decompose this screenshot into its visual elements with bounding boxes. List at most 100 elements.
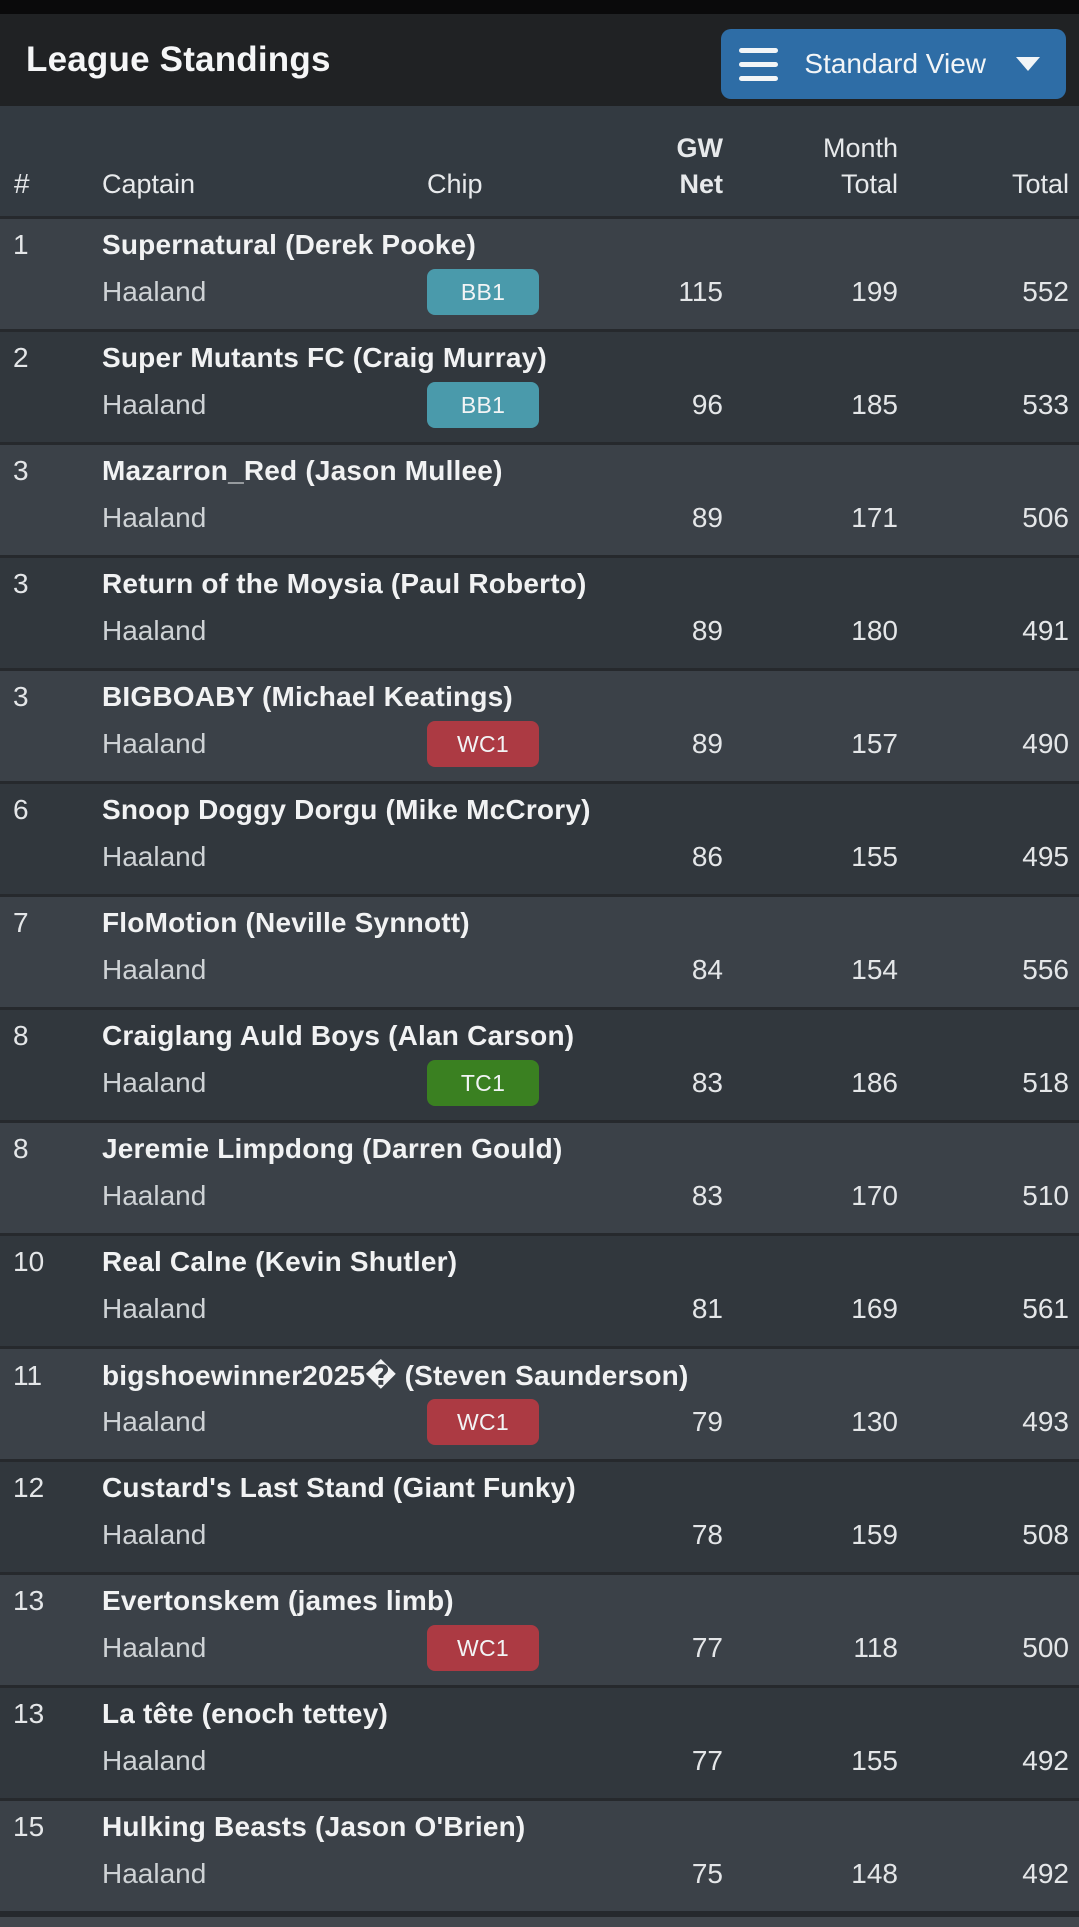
rank-value: 1: [13, 229, 29, 260]
team-name: Real Calne (Kevin Shutler): [102, 1246, 458, 1277]
table-row[interactable]: 1 Supernatural (Derek Pooke) Haaland BB1 115…: [0, 216, 1079, 329]
table-row[interactable]: 3 Mazarron_Red (Jason Mullee) Haaland 89 171…: [0, 442, 1079, 555]
chip-badge: WC1: [427, 1399, 539, 1445]
rank-value: 6: [13, 794, 29, 825]
table-row[interactable]: 13 La tête (enoch tettey) Haaland 77 155 492: [0, 1685, 1079, 1798]
month-total-value: 171: [851, 502, 898, 533]
row-line-1: 13 La tête (enoch tettey): [0, 1698, 1079, 1730]
month-total-value: 199: [851, 276, 898, 307]
captain-name: Haaland: [102, 841, 207, 872]
chip-slot: WC1: [362, 721, 612, 767]
table-row[interactable]: 3 Return of the Moysia (Paul Roberto) Haal…: [0, 555, 1079, 668]
captain-name: Haaland: [102, 728, 207, 759]
team-name: Return of the Moysia (Paul Roberto): [102, 568, 587, 599]
gw-net-value: 89: [691, 502, 723, 533]
month-total-value: 169: [851, 1293, 898, 1324]
column-header-captain: Captain: [102, 169, 196, 199]
captain-name: Haaland: [102, 389, 207, 420]
row-line-2: Haaland WC1 77 118 500: [0, 1623, 1079, 1673]
caret-down-icon: [1016, 57, 1040, 71]
table-row[interactable]: 13 Evertonskem (james limb) Haaland WC1 77 11…: [0, 1572, 1079, 1685]
gw-net-value: 77: [691, 1745, 723, 1776]
gw-net-value: 81: [691, 1293, 723, 1324]
table-row[interactable]: 3 BIGBOABY (Michael Keatings) Haaland WC1 89…: [0, 668, 1079, 781]
captain-name: Haaland: [102, 1519, 207, 1550]
team-name: Custard's Last Stand (Giant Funky): [102, 1472, 576, 1503]
month-total-value: 148: [851, 1858, 898, 1889]
view-selector-button[interactable]: Standard View: [721, 29, 1066, 99]
row-line-1: 13 Evertonskem (james limb): [0, 1585, 1079, 1617]
captain-name: Haaland: [102, 1745, 207, 1776]
month-total-value: 130: [851, 1406, 898, 1437]
team-name: FloMotion (Neville Synnott): [102, 907, 470, 938]
row-line-1: 10 Real Calne (Kevin Shutler): [0, 1246, 1079, 1278]
team-name: Super Mutants FC (Craig Murray): [102, 342, 547, 373]
total-value: 561: [1022, 1293, 1069, 1324]
chip-badge: BB1: [427, 382, 539, 428]
table-row[interactable]: 10 Real Calne (Kevin Shutler) Haaland 81 169…: [0, 1233, 1079, 1346]
table-row[interactable]: 6 Snoop Doggy Dorgu (Mike McCrory) Haaland…: [0, 781, 1079, 894]
total-value: 510: [1022, 1180, 1069, 1211]
month-total-value: 155: [851, 1745, 898, 1776]
chip-badge: WC1: [427, 721, 539, 767]
month-total-value: 185: [851, 389, 898, 420]
gw-net-value: 75: [691, 1858, 723, 1889]
table-row[interactable]: 7 FloMotion (Neville Synnott) Haaland 84 154…: [0, 894, 1079, 1007]
gw-net-value: 83: [691, 1067, 723, 1098]
column-header-chip: Chip: [427, 169, 483, 199]
total-value: 495: [1022, 841, 1069, 872]
table-row[interactable]: 2 Super Mutants FC (Craig Murray) Haaland B…: [0, 329, 1079, 442]
table-row[interactable]: 8 Jeremie Limpdong (Darren Gould) Haaland 8…: [0, 1120, 1079, 1233]
total-value: 493: [1022, 1406, 1069, 1437]
table-row[interactable]: 11 bigshoewinner2025� (Steven Saunderson)…: [0, 1346, 1079, 1459]
total-value: 508: [1022, 1519, 1069, 1550]
column-header-rank: #: [14, 168, 30, 199]
table-row[interactable]: 8 Craiglang Auld Boys (Alan Carson) Haalan…: [0, 1007, 1079, 1120]
captain-name: Haaland: [102, 502, 207, 533]
gw-net-value: 84: [691, 954, 723, 985]
row-line-2: Haaland WC1 89 157 490: [0, 719, 1079, 769]
chip-badge: TC1: [427, 1060, 539, 1106]
table-row[interactable]: 15 Hulking Beasts (Jason O'Brien) Haaland 7…: [0, 1798, 1079, 1911]
captain-name: Haaland: [102, 1632, 207, 1663]
team-name: Craiglang Auld Boys (Alan Carson): [102, 1020, 575, 1051]
month-total-value: 155: [851, 841, 898, 872]
chip-badge: BB1: [427, 269, 539, 315]
next-row-partial: [0, 1917, 1079, 1927]
rank-value: 3: [13, 455, 29, 486]
team-name: Jeremie Limpdong (Darren Gould): [102, 1133, 563, 1164]
captain-name: Haaland: [102, 954, 207, 985]
total-value: 506: [1022, 502, 1069, 533]
title-bar: League Standings Standard View: [0, 14, 1079, 106]
row-line-2: Haaland WC1 79 130 493: [0, 1397, 1079, 1447]
chip-slot: BB1: [362, 382, 612, 428]
team-name: BIGBOABY (Michael Keatings): [102, 681, 513, 712]
row-line-1: 15 Hulking Beasts (Jason O'Brien): [0, 1811, 1079, 1843]
table-header-row: # Captain Chip GW Net Month Total Total: [0, 106, 1079, 216]
hamburger-menu-icon: [739, 47, 779, 81]
row-separator: [0, 1911, 1079, 1917]
view-selector-label: Standard View: [804, 48, 986, 79]
row-line-1: 7 FloMotion (Neville Synnott): [0, 907, 1079, 939]
total-value: 490: [1022, 728, 1069, 759]
row-line-1: 1 Supernatural (Derek Pooke): [0, 229, 1079, 261]
gw-net-value: 77: [691, 1632, 723, 1663]
captain-name: Haaland: [102, 1406, 207, 1437]
row-line-2: Haaland 89 180 491: [0, 606, 1079, 656]
total-value: 492: [1022, 1745, 1069, 1776]
row-line-1: 3 BIGBOABY (Michael Keatings): [0, 681, 1079, 713]
rank-value: 10: [13, 1246, 45, 1277]
total-value: 552: [1022, 276, 1069, 307]
column-header-total: Total: [1011, 169, 1069, 199]
row-line-2: Haaland 89 171 506: [0, 493, 1079, 543]
table-row[interactable]: 12 Custard's Last Stand (Giant Funky) Haal…: [0, 1459, 1079, 1572]
rank-value: 7: [13, 907, 29, 938]
chip-slot: WC1: [362, 1625, 612, 1671]
row-line-1: 8 Jeremie Limpdong (Darren Gould): [0, 1133, 1079, 1165]
team-name: Snoop Doggy Dorgu (Mike McCrory): [102, 794, 591, 825]
total-value: 533: [1022, 389, 1069, 420]
row-line-1: 3 Mazarron_Red (Jason Mullee): [0, 455, 1079, 487]
captain-name: Haaland: [102, 1067, 207, 1098]
rank-value: 12: [13, 1472, 45, 1503]
